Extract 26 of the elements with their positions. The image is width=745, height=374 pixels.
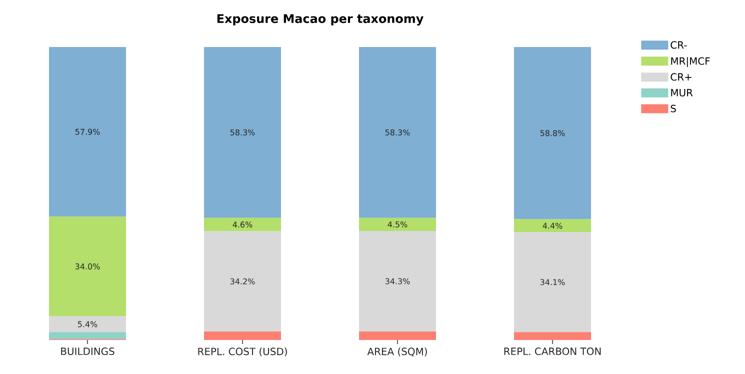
bar [359, 46, 436, 218]
bar [204, 218, 282, 232]
bar [49, 216, 126, 316]
legend-label: CR+ [670, 73, 692, 81]
bar [204, 46, 282, 218]
legend-label: MUR [671, 89, 693, 96]
legend-label: S [670, 104, 676, 112]
bar [49, 316, 126, 332]
legend-label: MR|MCF [671, 57, 710, 68]
bar [49, 46, 126, 217]
x-tick-label: AREA (SQM) [367, 348, 427, 356]
bar [359, 218, 436, 232]
chart-title: Exposure Macao per taxonomy [217, 14, 424, 26]
legend-label: CR- [670, 41, 687, 49]
bar [204, 332, 282, 340]
x-tick-label: BUILDINGS [61, 348, 114, 356]
x-tick-label: REPL. COST (USD) [198, 348, 287, 356]
bar [514, 232, 592, 332]
bar [49, 332, 126, 340]
bar [359, 231, 436, 332]
bar [514, 332, 592, 340]
bar [204, 231, 282, 332]
x-tick-label: REPL. CARBON TON [504, 348, 601, 356]
bar [359, 332, 436, 340]
bar [514, 46, 592, 220]
bar [514, 219, 592, 232]
